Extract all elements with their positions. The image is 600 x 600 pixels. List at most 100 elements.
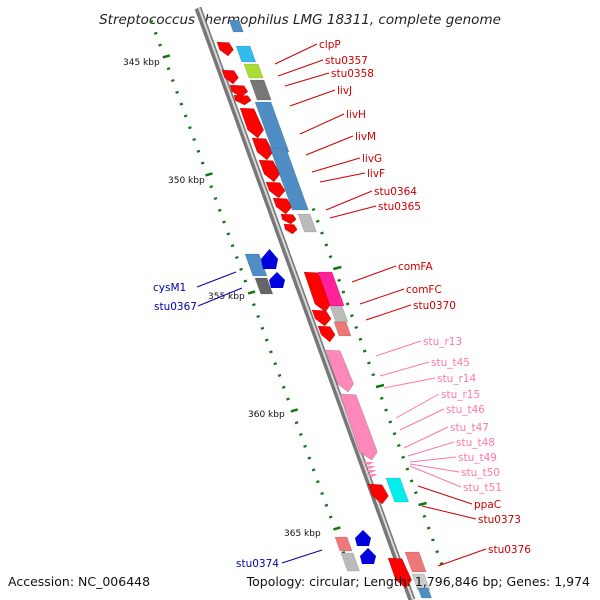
gene-stu0365-block[interactable] (297, 213, 317, 233)
minor-tick (179, 102, 184, 106)
gene-ppaC-block[interactable] (385, 477, 410, 503)
kbp-label-350: 350 kbp (168, 176, 205, 186)
gene-label-livf[interactable]: livF (367, 168, 385, 180)
gene-livJ-b[interactable] (233, 94, 252, 106)
gene-label-stu0364[interactable]: stu0364 (374, 186, 417, 198)
accession-text: Accession: NC_006448 (8, 574, 150, 589)
gene-label-stu0373[interactable]: stu0373 (478, 514, 521, 526)
gene-top-block[interactable] (228, 19, 244, 33)
gene-label-comfc[interactable]: comFC (406, 284, 442, 296)
gene-label-stu_t49[interactable]: stu_t49 (458, 452, 497, 464)
gene-label-stu_t48[interactable]: stu_t48 (456, 437, 495, 449)
gene-bottom-block[interactable] (417, 587, 433, 599)
gene-label-stu0370[interactable]: stu0370 (413, 300, 456, 312)
gene-stu0365[interactable] (280, 213, 297, 225)
minor-tick (298, 432, 303, 437)
gene-stu0376-grey[interactable] (411, 573, 431, 591)
gene-cysM1-arrow[interactable] (261, 249, 278, 269)
gene-label-stu0367[interactable]: stu0367 (154, 301, 197, 313)
gene-label-livh[interactable]: livH (346, 109, 366, 121)
gene-stu0365-b[interactable] (283, 223, 298, 235)
gene-stu0370[interactable] (317, 325, 336, 343)
gene-label-stu_r13[interactable]: stu_r13 (423, 336, 462, 348)
gene-stu0374-block[interactable] (334, 536, 353, 552)
gene-trna[interactable] (362, 462, 374, 465)
gene-stu0364[interactable] (272, 197, 293, 215)
minor-tick (286, 397, 290, 401)
gene-label-livm[interactable]: livM (355, 131, 376, 143)
gene-stu0374-arrow-b[interactable] (360, 548, 376, 564)
minor-tick (345, 302, 350, 306)
gene-label-clpp[interactable]: clpP (319, 39, 341, 51)
gene-stu0367[interactable] (254, 277, 274, 295)
gene-livH-block[interactable] (254, 101, 290, 153)
gene-livF[interactable] (265, 181, 286, 199)
minor-tick (256, 314, 260, 319)
gene-comFA[interactable] (303, 271, 332, 313)
gene-label-stu0357[interactable]: stu0357 (325, 55, 368, 67)
gene-stu0374-arrow[interactable] (355, 530, 371, 546)
gene-label-stu_t46[interactable]: stu_t46 (446, 404, 485, 416)
gene-clpP[interactable] (216, 41, 234, 57)
gene-livG[interactable] (258, 159, 281, 183)
gene-stu0358-block[interactable] (243, 63, 264, 79)
gene-label-livg[interactable]: livG (362, 153, 382, 165)
gene-features (216, 19, 433, 599)
gene-stu0358[interactable] (221, 69, 239, 85)
minor-tick (316, 480, 320, 484)
minor-tick (388, 420, 393, 424)
minor-tick (324, 243, 329, 247)
minor-tick (213, 196, 218, 201)
minor-tick (239, 267, 243, 271)
gene-comFC[interactable] (311, 309, 332, 327)
gene-livM[interactable] (251, 137, 274, 161)
leader-line (281, 549, 323, 564)
gene-stu0376[interactable] (387, 557, 413, 589)
gene-label-ppac[interactable]: ppaC (474, 499, 501, 511)
gene-ppaC[interactable] (367, 483, 389, 505)
gene-label-stu_r15[interactable]: stu_r15 (441, 389, 480, 401)
gene-stu_r14[interactable] (339, 393, 378, 461)
gene-trna[interactable] (365, 474, 378, 477)
gene-livM-block[interactable] (269, 147, 309, 211)
leader-line (299, 113, 345, 135)
gene-stu0357[interactable] (235, 45, 257, 63)
gene-label-cysm1[interactable]: cysM1 (153, 282, 186, 294)
gene-stu0374-grey[interactable] (340, 552, 360, 572)
minor-tick (217, 208, 222, 212)
gene-cysM1[interactable] (244, 253, 268, 277)
minor-tick (294, 421, 299, 425)
gene-label-comfa[interactable]: comFA (398, 261, 434, 273)
gene-label-stu0376[interactable]: stu0376 (488, 544, 531, 556)
gene-comFC-block[interactable] (329, 305, 349, 323)
gene-label-stu0365[interactable]: stu0365 (378, 201, 421, 213)
gene-trna[interactable] (363, 466, 376, 469)
minor-tick (277, 373, 282, 378)
gene-label-stu0374[interactable]: stu0374 (236, 558, 279, 570)
gene-stu0370-block[interactable] (333, 321, 352, 337)
minor-tick (281, 385, 286, 389)
gene-label-stu_t50[interactable]: stu_t50 (461, 467, 500, 479)
gene-livJ[interactable] (229, 84, 249, 98)
leader-line (383, 377, 436, 389)
gene-label-livj[interactable]: livJ (337, 85, 352, 97)
gene-livH[interactable] (239, 107, 265, 139)
minor-tick (303, 444, 307, 448)
genome-backbone (194, 6, 416, 600)
gene-label-stu_r14[interactable]: stu_r14 (437, 373, 476, 385)
gene-trna[interactable] (364, 470, 377, 473)
gene-label-stu_t47[interactable]: stu_t47 (450, 422, 489, 434)
minor-tick (320, 491, 324, 496)
gene-label-stu_t51[interactable]: stu_t51 (463, 482, 502, 494)
topology-text: Topology: circular; Length: 1,796,846 bp… (246, 574, 590, 589)
gene-stu_r13[interactable] (325, 349, 354, 393)
gene-stu0367-arrow[interactable] (269, 272, 285, 288)
minor-tick (209, 185, 214, 189)
gene-livJ-block[interactable] (249, 79, 272, 101)
gene-stu0376-block[interactable] (404, 551, 427, 573)
gene-comFA-block[interactable] (317, 271, 345, 307)
minor-tick (222, 220, 226, 224)
gene-label-stu_t45[interactable]: stu_t45 (431, 357, 470, 369)
gene-label-stu0358[interactable]: stu0358 (331, 68, 374, 80)
